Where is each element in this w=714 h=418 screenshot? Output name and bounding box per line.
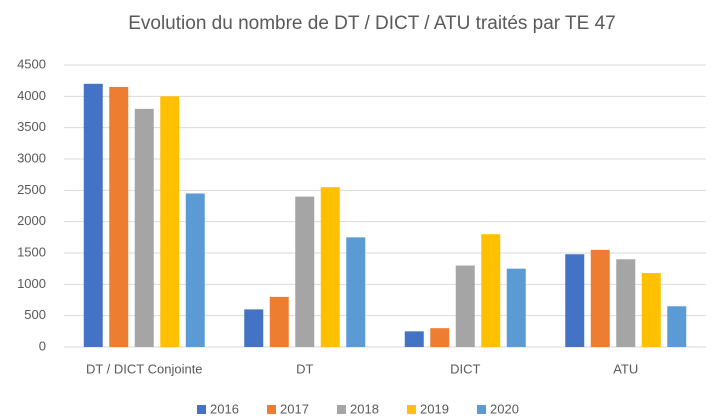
legend-label: 2018 [350, 401, 379, 416]
legend-swatch [477, 405, 486, 414]
bar [244, 309, 264, 347]
bar [430, 328, 450, 347]
y-tick-label: 0 [39, 338, 46, 353]
x-tick-label: DT / DICT Conjointe [86, 361, 203, 376]
y-tick-label: 2500 [17, 182, 46, 197]
bar [160, 96, 180, 347]
bar [320, 187, 340, 347]
legend-label: 2017 [280, 401, 309, 416]
y-tick-label: 4000 [17, 88, 46, 103]
chart-title: Evolution du nombre de DT / DICT / ATU t… [128, 13, 616, 34]
bar [506, 268, 526, 347]
y-tick-label: 1000 [17, 276, 46, 291]
legend-swatch [337, 405, 346, 414]
bar [641, 273, 661, 347]
bar [134, 108, 154, 347]
y-tick-label: 1500 [17, 244, 46, 259]
bar [590, 249, 610, 347]
bar [109, 86, 129, 347]
bar [269, 296, 289, 347]
bar [346, 237, 366, 347]
y-tick-label: 2000 [17, 213, 46, 228]
x-tick-label: DICT [450, 361, 480, 376]
x-tick-label: DT [296, 361, 313, 376]
bar [83, 83, 103, 348]
y-tick-label: 500 [24, 307, 46, 322]
bar [455, 265, 475, 347]
bar [667, 306, 687, 347]
bar [295, 196, 315, 347]
legend-swatch [197, 405, 206, 414]
bar [481, 234, 501, 347]
bar [404, 331, 424, 347]
x-tick-label: ATU [613, 361, 638, 376]
y-tick-label: 4500 [17, 56, 46, 71]
legend-label: 2019 [420, 401, 449, 416]
legend-label: 2020 [490, 401, 519, 416]
y-tick-label: 3000 [17, 150, 46, 165]
bar [565, 254, 585, 347]
legend-swatch [407, 405, 416, 414]
legend-label: 2016 [210, 401, 239, 416]
legend-swatch [267, 405, 276, 414]
y-tick-label: 3500 [17, 119, 46, 134]
bar [616, 259, 636, 347]
bar [185, 193, 205, 347]
